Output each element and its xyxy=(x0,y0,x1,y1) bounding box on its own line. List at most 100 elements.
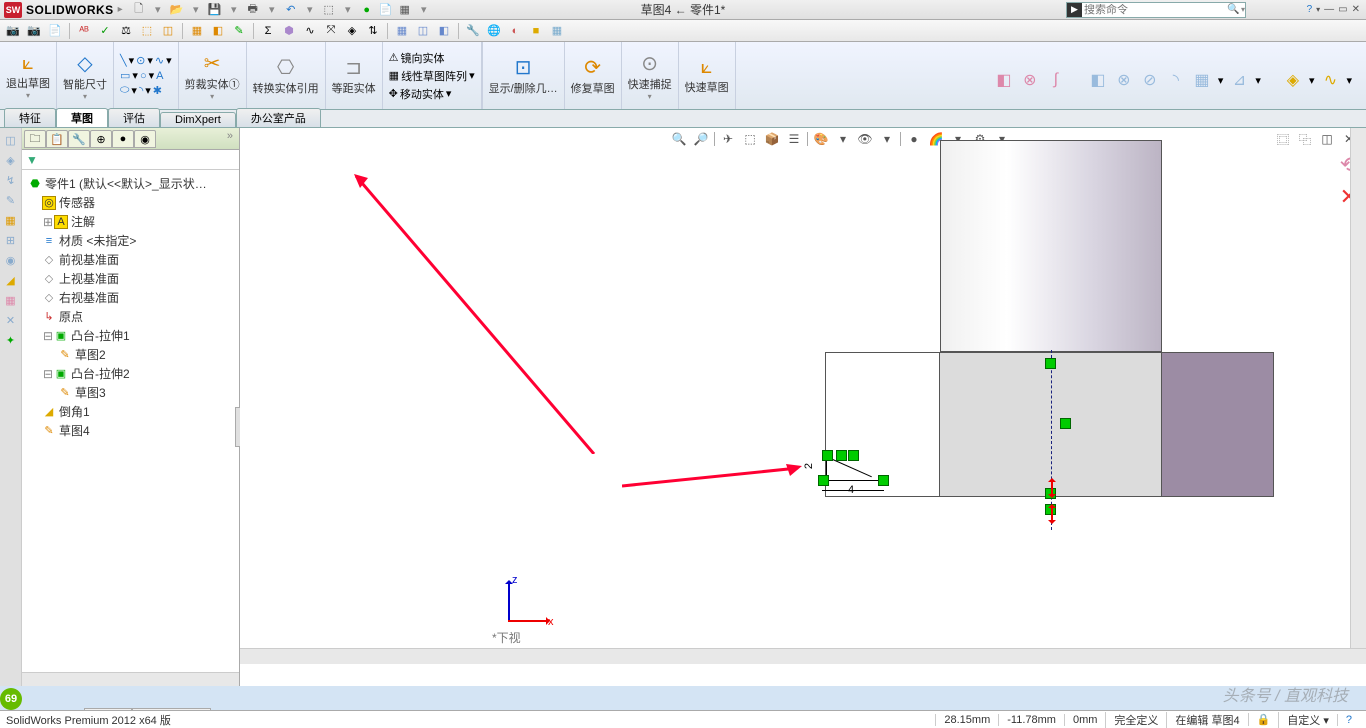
toolbar2-icon[interactable]: ■ xyxy=(527,22,545,40)
qat-undo-icon[interactable]: ↶ xyxy=(283,2,299,18)
rapid-sketch-button[interactable]: ⟀快速草图 xyxy=(679,42,736,109)
viewport-scrollbar-v[interactable] xyxy=(1350,128,1366,648)
view-toolbar-icon[interactable]: 👁 xyxy=(856,130,874,148)
viewport-scrollbar-h[interactable] xyxy=(240,648,1366,664)
fm-expand-icon[interactable]: » xyxy=(223,130,237,149)
view-toolbar-icon[interactable]: 🔍 xyxy=(670,130,688,148)
line-icon[interactable]: ╲ xyxy=(120,54,127,67)
cut-extrude-icon[interactable]: ◧ xyxy=(1088,70,1108,90)
view-toolbar-icon[interactable]: ✈ xyxy=(719,130,737,148)
convert-button[interactable]: ⎔转换实体引用 xyxy=(247,42,326,109)
cut-revolve-icon[interactable]: ⊗ xyxy=(1114,70,1134,90)
rib-icon[interactable]: ⊿ xyxy=(1229,70,1249,90)
toolbar2-icon[interactable]: ⤧ xyxy=(322,22,340,40)
toolbar2-icon[interactable]: 🌐 xyxy=(485,22,503,40)
viewport-btn[interactable]: ⿻ xyxy=(1296,130,1314,148)
tree-chamfer1[interactable]: ◢倒角1 xyxy=(24,402,237,421)
view-toolbar-icon[interactable]: 📦 xyxy=(763,130,781,148)
repair-sketch-button[interactable]: ⟳修复草图 xyxy=(565,42,622,109)
point-icon[interactable]: ✱ xyxy=(153,84,162,97)
fillet-icon[interactable]: ◝ xyxy=(139,84,143,97)
toolbar2-icon[interactable]: 🔧 xyxy=(464,22,482,40)
lt-7[interactable]: ◉ xyxy=(3,252,19,268)
tree-sketch3[interactable]: ✎草图3 xyxy=(24,383,237,402)
spline-icon[interactable]: ∿ xyxy=(155,54,164,67)
toolbar2-icon[interactable]: ✓ xyxy=(96,22,114,40)
lt-3[interactable]: ↯ xyxy=(3,172,19,188)
status-help-icon[interactable]: ? xyxy=(1337,714,1360,726)
menu-dropdown-icon[interactable]: ▸ xyxy=(118,4,123,15)
tree-right-plane[interactable]: ◇右视基准面 xyxy=(24,288,237,307)
cmd-tab[interactable]: 草图 xyxy=(56,108,108,127)
quick-snap-button[interactable]: ⊙快速捕捉▾ xyxy=(622,42,679,109)
toolbar2-icon[interactable]: ᴬᴮ xyxy=(75,22,93,40)
toolbar2-icon[interactable]: ◧ xyxy=(209,22,227,40)
toolbar2-icon[interactable]: ◈ xyxy=(343,22,361,40)
toolbar2-icon[interactable]: ▦ xyxy=(188,22,206,40)
dimension-vertical[interactable]: 2 xyxy=(803,463,815,469)
toolbar2-icon[interactable]: ⬢ xyxy=(280,22,298,40)
toolbar2-icon[interactable]: ⬚ xyxy=(138,22,156,40)
move-icon[interactable]: ✥ xyxy=(389,87,398,100)
offset-button[interactable]: ⊐等距实体 xyxy=(326,42,383,109)
view-toolbar-icon[interactable]: ▾ xyxy=(878,130,896,148)
view-toolbar-icon[interactable]: ⬚ xyxy=(741,130,759,148)
tree-front-plane[interactable]: ◇前视基准面 xyxy=(24,250,237,269)
viewport[interactable]: 🔍🔎✈⬚📦☰🎨▾👁▾●🌈▾⚙▾ ⿴⿻◫✕ ⟲ ✕ xyxy=(240,128,1366,686)
minimize-button[interactable]: — xyxy=(1324,4,1334,15)
cmd-tab[interactable]: 办公室产品 xyxy=(236,108,321,127)
lt-11[interactable]: ✦ xyxy=(3,332,19,348)
status-lock-icon[interactable]: 🔒 xyxy=(1248,713,1279,726)
qat-options-icon[interactable]: ▦ xyxy=(397,2,413,18)
lt-10[interactable]: ✕ xyxy=(3,312,19,328)
lt-5[interactable]: ▦ xyxy=(3,212,19,228)
status-custom[interactable]: 自定义 ▾ xyxy=(1278,712,1337,728)
extrude-icon[interactable]: ◧ xyxy=(994,70,1014,90)
lt-1[interactable]: ◫ xyxy=(3,132,19,148)
lt-6[interactable]: ⊞ xyxy=(3,232,19,248)
text-icon[interactable]: A xyxy=(156,70,163,82)
hole-wizard-icon[interactable]: ⊘ xyxy=(1140,70,1160,90)
curves-icon[interactable]: ∿ xyxy=(1320,70,1340,90)
search-input[interactable] xyxy=(1082,4,1226,16)
toolbar2-icon[interactable]: ▦ xyxy=(393,22,411,40)
tree-root[interactable]: ⬣零件1 (默认<<默认>_显示状… xyxy=(24,174,237,193)
pattern-icon[interactable]: ▦ xyxy=(389,69,399,82)
view-toolbar-icon[interactable]: 🔎 xyxy=(692,130,710,148)
cmd-tab[interactable]: 特征 xyxy=(4,108,56,127)
fm-tab[interactable]: ⊕ xyxy=(90,130,112,148)
trim-button[interactable]: ✂剪裁实体①▾ xyxy=(179,42,247,109)
pattern-feat-icon[interactable]: ▦ xyxy=(1192,70,1212,90)
qat-file-icon[interactable]: 📄 xyxy=(378,2,394,18)
toolbar2-icon[interactable]: 📄 xyxy=(46,22,64,40)
cmd-tab[interactable]: DimXpert xyxy=(160,112,236,127)
toolbar2-icon[interactable]: ✎ xyxy=(230,22,248,40)
toolbar2-icon[interactable]: 📷 xyxy=(4,22,22,40)
view-toolbar-icon[interactable]: 🎨 xyxy=(812,130,830,148)
lt-4[interactable]: ✎ xyxy=(3,192,19,208)
lt-2[interactable]: ◈ xyxy=(3,152,19,168)
help-icon[interactable]: ? xyxy=(1307,4,1313,15)
toolbar2-icon[interactable]: ◫ xyxy=(159,22,177,40)
exit-sketch-button[interactable]: ⟀退出草图▾ xyxy=(0,42,57,109)
revolve-icon[interactable]: ⊗ xyxy=(1020,70,1040,90)
tree-extrude2[interactable]: ⊟▣凸台-拉伸2 xyxy=(24,364,237,383)
close-button[interactable]: ✕ xyxy=(1352,4,1360,15)
maximize-button[interactable]: ▭ xyxy=(1338,4,1347,15)
qat-select-icon[interactable]: ⬚ xyxy=(321,2,337,18)
tree-sketch4[interactable]: ✎草图4 xyxy=(24,421,237,440)
viewport-btn[interactable]: ⿴ xyxy=(1274,130,1292,148)
toolbar2-icon[interactable]: ◫ xyxy=(414,22,432,40)
qat-save-icon[interactable]: 💾 xyxy=(207,2,223,18)
lt-8[interactable]: ◢ xyxy=(3,272,19,288)
toolbar2-icon[interactable]: 📷 xyxy=(25,22,43,40)
tree-sketch2[interactable]: ✎草图2 xyxy=(24,345,237,364)
rect-icon[interactable]: ▭ xyxy=(120,69,130,82)
fm-filter-bar[interactable]: ▼ xyxy=(22,150,239,170)
tree-material[interactable]: ≡材质 <未指定> xyxy=(24,231,237,250)
ellipse-icon[interactable]: ⬭ xyxy=(120,84,129,97)
tree-sensors[interactable]: ◎传感器 xyxy=(24,193,237,212)
lt-9[interactable]: ▦ xyxy=(3,292,19,308)
view-toolbar-icon[interactable]: ▾ xyxy=(834,130,852,148)
mirror-icon[interactable]: ⚠ xyxy=(389,51,399,64)
